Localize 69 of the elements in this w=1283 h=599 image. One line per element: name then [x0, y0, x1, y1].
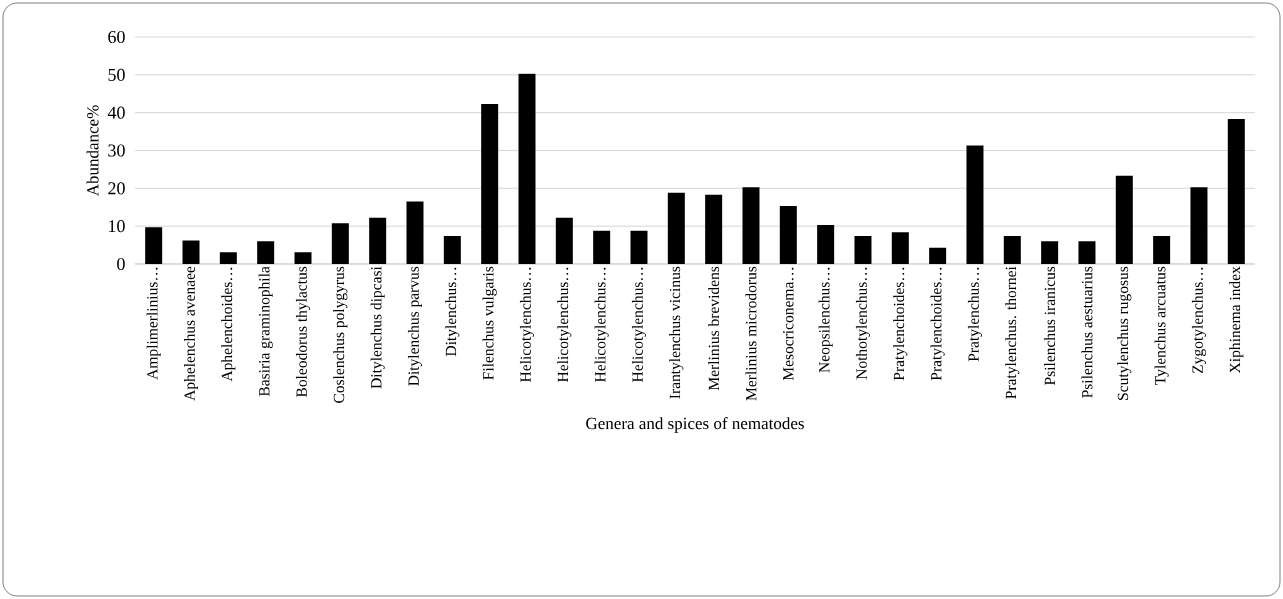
y-tick-label: 10 [109, 220, 125, 233]
bar [219, 252, 237, 264]
bar [966, 145, 984, 264]
bar [593, 230, 611, 264]
bar [1078, 241, 1096, 264]
bar [817, 225, 835, 264]
y-tick-label: 20 [108, 182, 125, 195]
bar [779, 206, 797, 264]
x-tick-label: Helicotylenchus… [519, 267, 535, 382]
x-tick-label: Psilenchus iranicus [1044, 266, 1056, 385]
x-tick-label: Zygotylenchus… [1191, 267, 1207, 374]
x-tick-label: Merlinius brevidens [708, 266, 720, 391]
bar [257, 241, 275, 264]
bar [929, 247, 947, 264]
bar [443, 235, 461, 264]
x-axis-title: Genera and spices of nematodes [586, 417, 804, 433]
x-tick-label: Coslenchus polygyrus [333, 266, 348, 403]
bar [742, 187, 760, 264]
bar [891, 232, 909, 264]
x-tick-label: Nothotylenchus… [855, 267, 871, 380]
x-tick-label: Tylenchus arcuatus [1154, 266, 1169, 385]
bar [854, 235, 872, 264]
x-tick-label: Filenchus vulgaris [482, 266, 497, 380]
x-tick-label: Helicotylenchus… [631, 267, 647, 382]
x-tick-label: Amplimerlinius… [146, 267, 161, 380]
bar [481, 103, 499, 264]
x-tick-label: Helicotylenchus… [594, 267, 609, 382]
x-tick-label: Ditylenchus dipcasi [370, 266, 385, 389]
x-tick-label: Psilenchus aestuarius [1081, 266, 1093, 398]
bar [369, 217, 387, 264]
bar [1041, 241, 1059, 264]
x-tick-label: Neopsilenchus… [818, 267, 833, 373]
bar [1115, 175, 1133, 264]
bar [705, 194, 723, 264]
x-tick-label: Mesocriconema… [783, 267, 794, 381]
y-tick-label: 60 [108, 30, 125, 44]
x-tick-label: Pratylenchoides… [893, 267, 908, 381]
bar [1227, 119, 1245, 264]
x-tick-label: Aphelenchus avenaee [183, 266, 199, 401]
y-axis-title: Abundance% [86, 105, 99, 197]
bar [294, 252, 312, 264]
x-tick-label: Boleodorus thylactus [295, 266, 311, 398]
x-tick-label: Merlinius microdorus [745, 266, 757, 401]
x-tick-label: Pratylenchus… [967, 267, 983, 362]
x-tick-label: Ditylenchus parvus [407, 266, 423, 386]
bar [555, 217, 573, 264]
y-tick-label: 40 [107, 106, 125, 119]
x-tick-label: Ditylenchus… [445, 267, 460, 357]
bar [518, 73, 536, 264]
bar [630, 230, 648, 264]
bar [667, 192, 685, 264]
bar [331, 223, 349, 264]
bar [1003, 235, 1021, 264]
bar [1153, 235, 1171, 264]
x-tick-label: Pratylenchoides… [930, 267, 945, 381]
x-tick-label: Xiphinema index [1229, 266, 1244, 374]
x-tick-label: Aphelenchoides… [221, 267, 236, 382]
bar [182, 240, 200, 264]
bar [1190, 187, 1208, 264]
bar [406, 201, 424, 264]
y-tick-label: 0 [117, 257, 125, 271]
x-tick-label: Irantylenchus vicinus [669, 266, 684, 399]
y-tick-label: 50 [108, 68, 125, 81]
x-tick-label: Pratylenchus. thornei [1005, 266, 1020, 399]
y-tick-label: 30 [108, 144, 125, 157]
x-tick-label: Helicotylenchus… [557, 267, 572, 382]
bar [145, 227, 163, 264]
x-tick-label: Scutylenchus rugosus [1117, 266, 1132, 400]
x-tick-label: Basiria graminophila [258, 266, 273, 397]
